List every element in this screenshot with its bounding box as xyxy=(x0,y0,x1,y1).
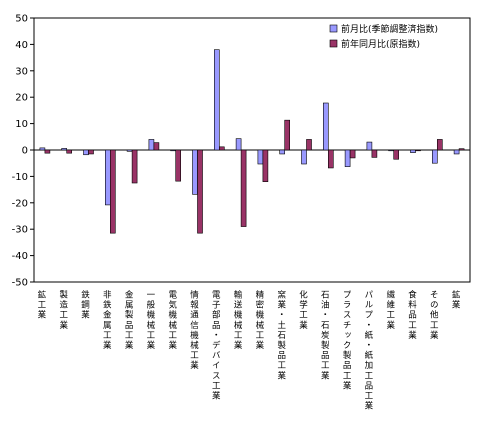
bar-yoy-14 xyxy=(349,149,356,159)
bar-yoy-7 xyxy=(197,149,203,234)
bar-yoy-16 xyxy=(393,149,400,160)
y-axis: -50 -40 -30 -20 -10 0 10 20 30 40 50 xyxy=(12,14,470,289)
x-axis-labels: 鉱工業 製造工業 鉄鋼業 非鉄金属工業 金属製品工業 一般機械工業 電気機械工業 情報通信機械… xyxy=(36,289,460,411)
x-tick-label: 一般機械工業 xyxy=(145,290,155,351)
x-tick-label: 鉄鋼業 xyxy=(80,289,90,320)
y-tick-label: 0 xyxy=(22,146,28,157)
bar-mom-4 xyxy=(126,149,133,152)
x-tick-label: 石油・石炭製品工業 xyxy=(319,290,329,381)
x-tick-label: プラスチック製品工業 xyxy=(341,290,351,391)
bar-mom-18 xyxy=(431,149,438,164)
y-tick-label: -20 xyxy=(12,198,28,209)
bar-mom-0 xyxy=(39,147,46,151)
bar-mom-6 xyxy=(170,149,176,152)
x-tick-label: 製造工業 xyxy=(58,289,68,330)
bar-mom-9 xyxy=(235,138,242,151)
bar-yoy-8 xyxy=(219,146,225,151)
y-tick-label: 10 xyxy=(15,119,28,130)
bar-yoy-4 xyxy=(131,149,138,184)
x-tick-label: 窯業・土石製品工業 xyxy=(276,289,286,380)
bar-yoy-18 xyxy=(436,139,443,151)
x-tick-label: 電気機械工業 xyxy=(167,290,177,351)
bar-yoy-2 xyxy=(88,149,94,155)
bar-yoy-3 xyxy=(110,149,116,234)
bar-mom-12 xyxy=(301,149,307,165)
bar-yoy-13 xyxy=(327,149,334,169)
y-tick-label: 30 xyxy=(15,66,28,77)
x-tick-label: 食料品工業 xyxy=(407,289,417,340)
legend-swatch xyxy=(329,24,338,33)
x-tick-label: 鉱工業 xyxy=(36,289,46,320)
bar-yoy-11 xyxy=(284,119,291,151)
y-tick-label: -40 xyxy=(12,251,28,262)
bar-yoy-0 xyxy=(44,149,51,154)
y-tick-label: 40 xyxy=(15,40,28,51)
legend: 前月比(季節調整済指数) 前年同月比(原指数) xyxy=(329,23,438,50)
bar-mom-15 xyxy=(366,141,373,151)
bar-mom-16 xyxy=(388,149,395,152)
bar-mom-14 xyxy=(344,149,351,167)
x-tick-label: 精密機械工業 xyxy=(254,289,264,350)
x-tick-label: 輸送機械工業 xyxy=(232,289,242,350)
x-tick-label: その他工業 xyxy=(428,290,438,341)
y-tick-label: 50 xyxy=(15,14,28,25)
bar-yoy-17 xyxy=(415,149,421,152)
legend-label: 前年同月比(原指数) xyxy=(341,38,420,50)
x-tick-label: 繊維工業 xyxy=(385,289,395,330)
x-tick-label: 金属製品工業 xyxy=(123,289,133,350)
bar-yoy-6 xyxy=(175,149,181,182)
x-tick-label: 非鉄金属工業 xyxy=(101,289,111,350)
bar-mom-2 xyxy=(83,149,89,156)
bar-yoy-9 xyxy=(240,149,247,227)
legend-label: 前月比(季節調整済指数) xyxy=(341,23,438,35)
bar-mom-7 xyxy=(192,149,198,195)
bar-mom-13 xyxy=(322,102,329,151)
bar-mom-5 xyxy=(148,139,155,151)
y-tick-label: -10 xyxy=(12,172,28,183)
bar-yoy-10 xyxy=(262,149,269,182)
y-tick-label: 20 xyxy=(15,93,28,104)
x-tick-label: パルプ・紙・紙加工品工業 xyxy=(363,290,373,411)
bar-yoy-5 xyxy=(153,142,160,151)
bar-yoy-12 xyxy=(306,139,312,151)
bar-mom-1 xyxy=(61,148,68,151)
bar-yoy-19 xyxy=(458,148,465,151)
bar-yoy-1 xyxy=(66,149,72,154)
y-tick-label: -50 xyxy=(12,278,28,289)
y-tick-label: -30 xyxy=(12,225,28,236)
x-tick-label: 化学工業 xyxy=(298,289,308,330)
bar-mom-17 xyxy=(410,149,416,153)
bar-mom-8 xyxy=(214,49,220,151)
bar-mom-19 xyxy=(453,149,460,155)
bars xyxy=(39,49,465,234)
bar-mom-10 xyxy=(257,149,264,165)
x-tick-label: 鉱業 xyxy=(450,289,460,310)
x-tick-label: 電子部品・デバイス工業 xyxy=(210,290,220,401)
bar-mom-3 xyxy=(105,149,111,206)
bar-mom-11 xyxy=(279,149,286,155)
legend-swatch xyxy=(329,39,338,48)
bar-yoy-15 xyxy=(371,149,378,158)
x-tick-label: 情報通信機械工業 xyxy=(189,289,199,370)
